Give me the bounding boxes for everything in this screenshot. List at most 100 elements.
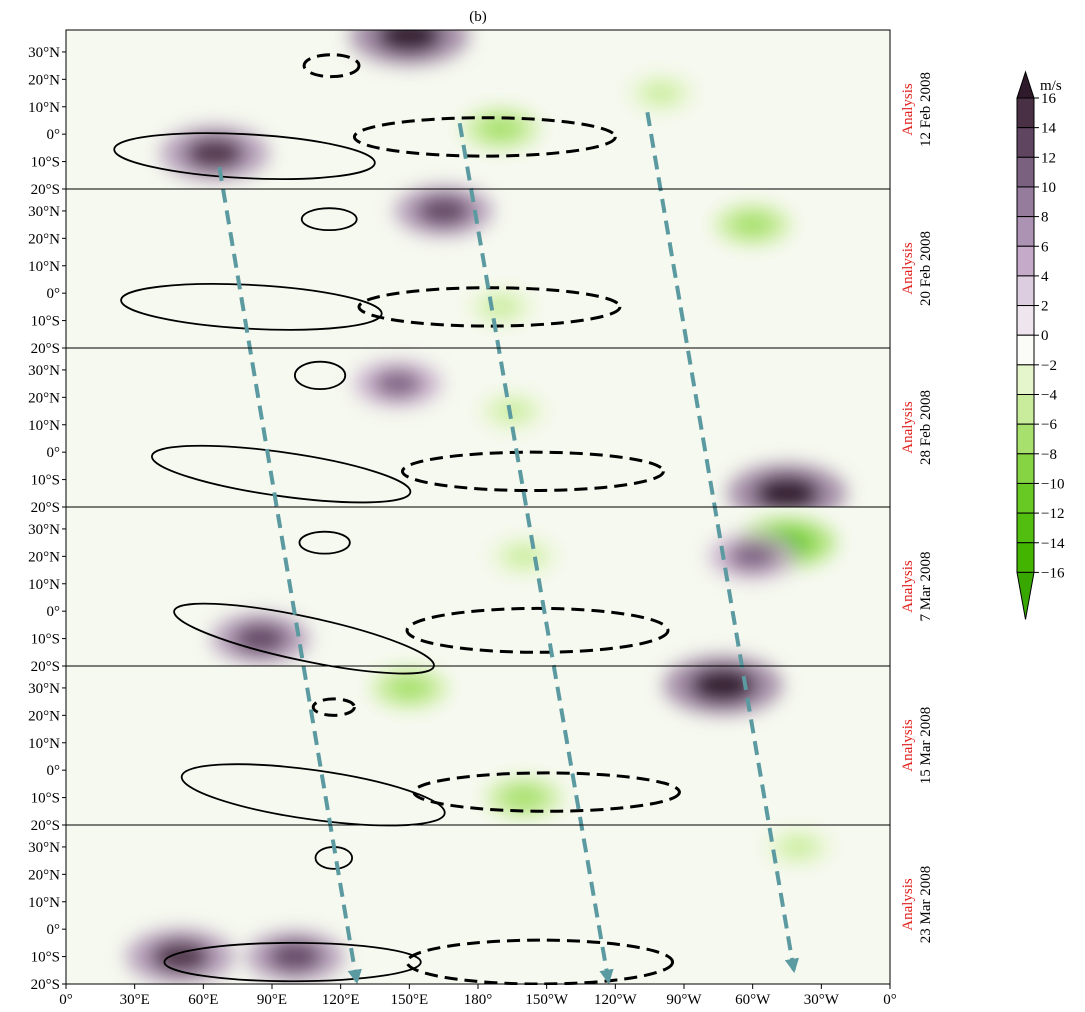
anomaly-core	[731, 212, 775, 238]
panel-label-date: 12 Feb 2008	[918, 72, 934, 147]
panel-label-date: 28 Feb 2008	[918, 390, 934, 465]
y-tick-label: 0°	[47, 922, 61, 938]
y-tick-label: 10°S	[31, 791, 60, 807]
y-tick-label: 30°N	[28, 363, 60, 379]
anomaly-core	[505, 545, 543, 568]
y-tick-label: 20°N	[28, 867, 60, 883]
panel-label-date: 7 Mar 2008	[918, 552, 934, 622]
anomaly-core	[482, 295, 520, 319]
colorbar-tick-label: −12	[1041, 506, 1064, 522]
solid-ellipse	[298, 530, 351, 555]
anomaly-core	[779, 835, 817, 859]
x-tick-label: 0°	[883, 992, 897, 1008]
panel-label-analysis: Analysis	[900, 401, 916, 454]
panel-label-date: 15 Mar 2008	[918, 707, 934, 785]
colorbar-segment	[1016, 245, 1035, 277]
panel-label-analysis: Analysis	[900, 560, 916, 613]
y-tick-label: 0°	[47, 763, 61, 779]
colorbar-tick-label: 2	[1041, 299, 1049, 315]
colorbar-segment	[1016, 482, 1035, 514]
y-tick-label: 20°N	[28, 390, 60, 406]
y-tick-label: 30°N	[28, 840, 60, 856]
y-tick-label: 0°	[47, 604, 61, 620]
y-axis: 30°N 20°N 10°N 0° 10°S 20°S 30°N 20°N 10°N 0° 10°S…	[28, 45, 66, 993]
panel-frames	[65, 29, 891, 985]
colorbar-segment	[1016, 186, 1035, 218]
panel-side-label: Analysis 28 Feb 2008	[900, 390, 934, 465]
y-tick-label: 0°	[47, 445, 61, 461]
panel-label-analysis: Analysis	[900, 878, 916, 931]
colorbar-tick-label: −6	[1041, 417, 1057, 433]
y-tick-label: 20°N	[28, 549, 60, 565]
map-panel-6	[66, 825, 890, 984]
x-axis: 0° 30°E 60°E 90°E 120°E 150°E 180° 150°W 120°W 90…	[59, 984, 897, 1008]
colorbar-tick-label: −10	[1041, 476, 1064, 492]
panel-side-label: Analysis 15 Mar 2008	[900, 707, 934, 785]
x-tick-label: 120°W	[594, 992, 637, 1008]
colorbar-tick-label: 16	[1041, 91, 1057, 107]
map-panel-2	[66, 185, 890, 348]
y-tick-label: 20°N	[28, 231, 60, 247]
dashed-ellipse	[302, 53, 361, 79]
solid-ellipse	[180, 763, 446, 827]
colorbar-unit: m/s	[1040, 78, 1062, 94]
anomaly-core	[267, 941, 322, 972]
x-tick-label: 150°E	[390, 992, 428, 1008]
anomaly-core	[502, 785, 546, 811]
solid-ellipse	[120, 283, 383, 331]
colorbar-segment	[1016, 394, 1035, 425]
panel-label-date: 20 Feb 2008	[918, 231, 934, 306]
anomaly-core	[416, 195, 471, 227]
dashed-ellipse	[405, 606, 670, 654]
anomaly-core	[150, 940, 211, 974]
colorbar-segment	[1016, 542, 1035, 573]
map-panel-3	[66, 348, 890, 523]
colorbar-tick-label: 14	[1041, 121, 1057, 137]
panel-label: (b)	[469, 9, 487, 25]
y-tick-label: 10°S	[31, 632, 60, 648]
map-panel-5	[66, 655, 890, 825]
dashed-ellipse	[311, 697, 356, 717]
colorbar-tick-label: −2	[1041, 358, 1057, 374]
panel-side-label: Analysis 7 Mar 2008	[900, 552, 934, 622]
solid-ellipse	[300, 207, 358, 232]
dashed-ellipse	[412, 771, 681, 813]
colorbar-tick-label: −14	[1041, 536, 1065, 552]
x-tick-label: 180°	[464, 992, 493, 1008]
colorbar-min-arrow	[1016, 571, 1035, 620]
colorbar-segment	[1016, 156, 1035, 188]
x-tick-label: 90°W	[666, 992, 702, 1008]
panel-label-analysis: Analysis	[900, 719, 916, 772]
anomaly-core	[642, 81, 680, 105]
anomaly-field	[211, 517, 837, 664]
solid-ellipse	[151, 444, 412, 504]
x-tick-label: 30°E	[120, 992, 150, 1008]
colorbar-segment	[1016, 275, 1035, 307]
x-tick-label: 0°	[59, 992, 73, 1008]
colorbar-tick-label: −16	[1041, 565, 1065, 581]
colorbar-segment	[1016, 127, 1035, 158]
y-tick-label: 10°S	[31, 950, 60, 966]
anomaly-field	[160, 30, 695, 181]
x-tick-label: 120°E	[322, 992, 360, 1008]
y-tick-label: 30°N	[28, 45, 60, 61]
panel-side-label: Analysis 12 Feb 2008	[900, 72, 934, 147]
y-tick-label: 10°N	[28, 418, 60, 434]
colorbar-segment	[1016, 97, 1035, 129]
anomaly-core	[728, 542, 777, 571]
anomaly-core	[373, 369, 423, 398]
propagation-arrow	[457, 122, 614, 985]
colorbar: m/s16 14 12 10 8 6 4 2 0 −2 −4 −6 −8 −10 −12 −14 −16	[1016, 70, 1065, 620]
y-tick-label: 20°S	[31, 659, 60, 675]
y-tick-label: 10°N	[28, 895, 60, 911]
dashed-ellipse	[352, 116, 617, 158]
anomaly-field	[394, 185, 792, 326]
y-tick-label: 20°S	[31, 977, 60, 993]
panel-label-analysis: Analysis	[900, 83, 916, 136]
x-tick-label: 150°W	[525, 992, 568, 1008]
y-tick-label: 0°	[47, 127, 61, 143]
colorbar-tick-label: 0	[1041, 328, 1049, 344]
anomaly-core	[754, 475, 820, 512]
